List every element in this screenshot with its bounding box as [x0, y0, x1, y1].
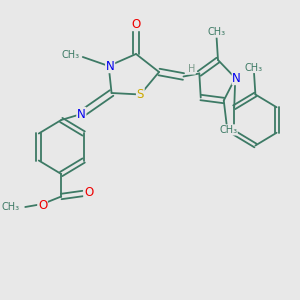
Text: CH₃: CH₃ [62, 50, 80, 61]
Text: N: N [77, 107, 86, 121]
Text: S: S [136, 88, 144, 101]
Text: CH₃: CH₃ [208, 27, 226, 37]
Text: CH₃: CH₃ [2, 202, 20, 212]
Text: CH₃: CH₃ [219, 125, 237, 135]
Text: CH₃: CH₃ [245, 62, 263, 73]
Text: N: N [232, 71, 241, 85]
Text: O: O [38, 199, 47, 212]
Text: N: N [106, 59, 115, 73]
Text: H: H [188, 64, 195, 74]
Text: O: O [131, 17, 141, 31]
Text: O: O [84, 185, 93, 199]
